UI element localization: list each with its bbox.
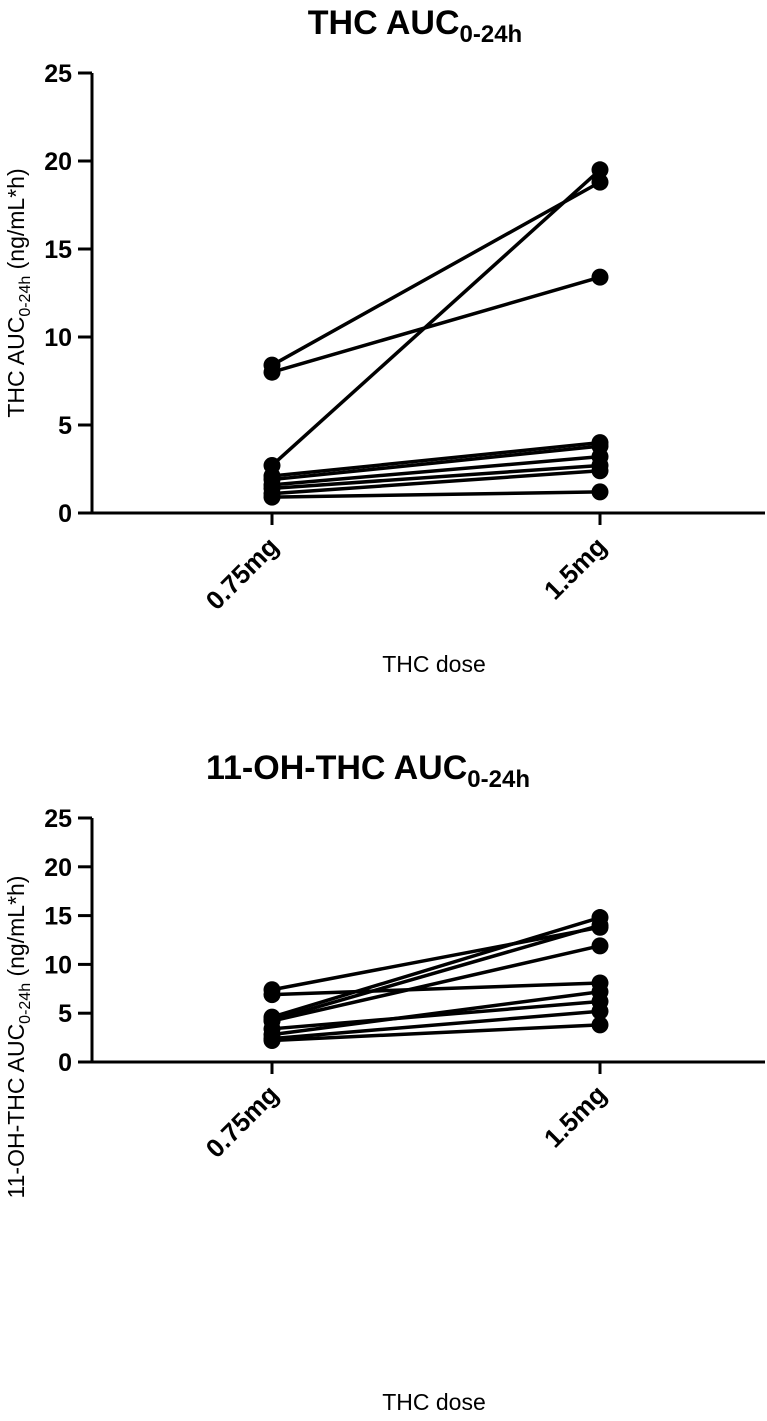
panel-1-series-line-5 (271, 454, 601, 487)
panel-2-y-tick-label-1: 5 (58, 1000, 72, 1028)
panel-1-series-line-7 (271, 469, 601, 496)
panel-2-x-axis-label: THC dose (382, 1389, 486, 1415)
panel-2-series-line-5 (271, 999, 601, 1031)
panel-1-series-line-0 (271, 180, 601, 367)
panel-1-y-tick-label-2: 10 (44, 324, 72, 352)
panel-1-y-tick-label-4: 20 (44, 148, 72, 176)
panel-2-title-subscript: 0-24h (467, 766, 530, 793)
panel-2-series-line-4 (271, 944, 601, 1023)
panel-2-series-line-0 (271, 925, 601, 992)
panel-1-y-axis-label-unit: (ng/mL*h) (3, 168, 29, 275)
panel-1-point-s1-0 (263, 363, 281, 381)
panel-1-title: THC AUC0-24h (308, 4, 522, 48)
panel-2-series-line-6 (271, 989, 601, 1037)
panel-1-y-tick-label-3: 15 (44, 236, 72, 264)
panel-1-title-subscript: 0-24h (460, 21, 523, 48)
panel-1-series-line-1 (271, 275, 601, 374)
panel-1-y-axis-label-main: THC AUC (3, 317, 29, 418)
panel-1-category-label-1: 1.5mg (538, 531, 612, 605)
panel-2-series-line-3 (271, 923, 601, 1022)
panel-2-y-tick-label-2: 10 (44, 951, 72, 979)
panel-1-series-line-2 (270, 168, 602, 467)
panel-1-series-line-4 (271, 444, 601, 482)
panel-1-axes: 0 5 10 15 20 25 (44, 60, 765, 528)
panel-2-point-s8-1 (591, 1016, 609, 1034)
panel-2-title: 11-OH-THC AUC0-24h (206, 749, 530, 793)
panel-2-point-s1-0 (263, 986, 281, 1004)
panel-1-point-s1-1 (591, 268, 609, 286)
panel-1-y-tick-label-1: 5 (58, 412, 72, 440)
panel-2-series-line-7 (271, 1009, 601, 1041)
panel-1-y-tick-label-5: 25 (44, 60, 72, 88)
panel-1-title-main: THC AUC (308, 4, 460, 42)
panel-2-axes: 0 5 10 15 20 25 (44, 805, 765, 1077)
panel-1-category-label-0: 0.75mg (200, 531, 285, 616)
panel-2-y-axis-label-unit: (ng/mL*h) (3, 876, 29, 983)
panel-2-y-axis-label: 11-OH-THC AUC0-24h (ng/mL*h) (3, 876, 34, 1199)
panel-1-series-line-3 (271, 440, 601, 478)
panel-1-x-axis-label: THC dose (382, 651, 486, 677)
panel-1-point-s0-1 (591, 173, 609, 191)
panel-2-y-tick-label-5: 25 (44, 805, 72, 833)
panel-2-category-label-1: 1.5mg (538, 1079, 612, 1153)
panel-2-series-line-2 (271, 915, 601, 1019)
panel-2-category-label-0: 0.75mg (200, 1079, 285, 1164)
panel-2-point-s6-1 (591, 983, 609, 1001)
panel-1-y-axis-label: THC AUC0-24h (ng/mL*h) (3, 168, 34, 417)
panel-2-y-axis-label-subscript: 0-24h (17, 983, 34, 1024)
panel-2-point-s4-1 (591, 937, 609, 955)
panel-2-data-points (263, 909, 609, 1050)
panel-1-point-s7-1 (591, 462, 609, 480)
panel-2-point-s3-1 (591, 916, 609, 934)
panel-2-point-s7-1 (591, 1002, 609, 1020)
panel-2-series-lines (271, 915, 601, 1043)
panel-1-series-lines (270, 168, 602, 499)
panel-2-series-line-1 (271, 981, 601, 997)
panel-2-series-line-8 (271, 1023, 601, 1043)
panel-2-y-tick-label-0: 0 (58, 1049, 72, 1077)
panel-1-y-tick-label-0: 0 (58, 500, 72, 528)
panel-2-y-tick-label-4: 20 (44, 854, 72, 882)
panel-1-y-axis-label-subscript: 0-24h (17, 276, 34, 317)
panel-1-point-s8-1 (591, 483, 609, 501)
panel-2-y-tick-label-3: 15 (44, 903, 72, 931)
panel-1-series-line-8 (271, 490, 601, 499)
panel-2-y-axis-label-main: 11-OH-THC AUC (3, 1024, 29, 1199)
panel-2-title-main: 11-OH-THC AUC (206, 749, 467, 787)
panel-1-point-s2-1 (591, 161, 609, 179)
panel-1-series-line-6 (271, 463, 601, 491)
panel-1-data-points (263, 161, 609, 506)
panel-1-point-s8-0 (263, 488, 281, 506)
panel-2-point-s8-0 (263, 1032, 281, 1050)
